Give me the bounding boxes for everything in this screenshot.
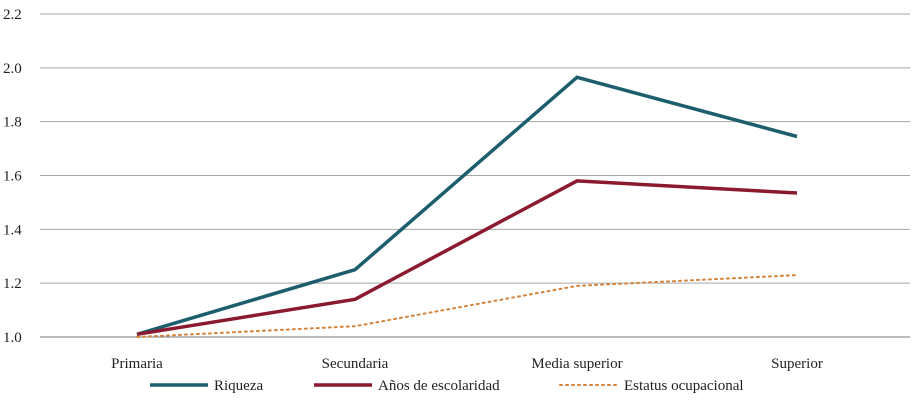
y-tick-label: 1.4	[3, 222, 22, 238]
y-axis: 1.0 1.2 1.4 1.6 1.8 2.0 2.2	[3, 7, 22, 346]
legend-label: Años de escolaridad	[378, 378, 500, 394]
series-lines	[136, 75, 798, 338]
x-tick-label: Media superior	[531, 356, 622, 372]
y-tick-label: 1.2	[3, 276, 22, 292]
legend-label: Riqueza	[214, 378, 263, 394]
legend-label: Estatus ocupacional	[624, 378, 744, 394]
x-axis: Primaria Secundaria Media superior Superior	[111, 356, 823, 372]
y-tick-label: 1.0	[3, 330, 22, 346]
x-tick-label: Superior	[771, 356, 823, 372]
y-tick-label: 2.2	[3, 7, 22, 23]
series-line-años-de-escolaridad	[136, 179, 798, 337]
gridlines	[40, 13, 910, 338]
legend: Riqueza Años de escolaridad Estatus ocupac…	[150, 378, 744, 394]
x-tick-label: Primaria	[111, 356, 163, 372]
series-line-riqueza	[136, 75, 798, 336]
series-line-estatus-ocupacional	[136, 274, 798, 338]
x-tick-label: Secundaria	[322, 356, 389, 372]
y-tick-label: 1.6	[3, 169, 22, 185]
y-tick-label: 1.8	[3, 115, 22, 131]
y-tick-label: 2.0	[3, 61, 22, 77]
